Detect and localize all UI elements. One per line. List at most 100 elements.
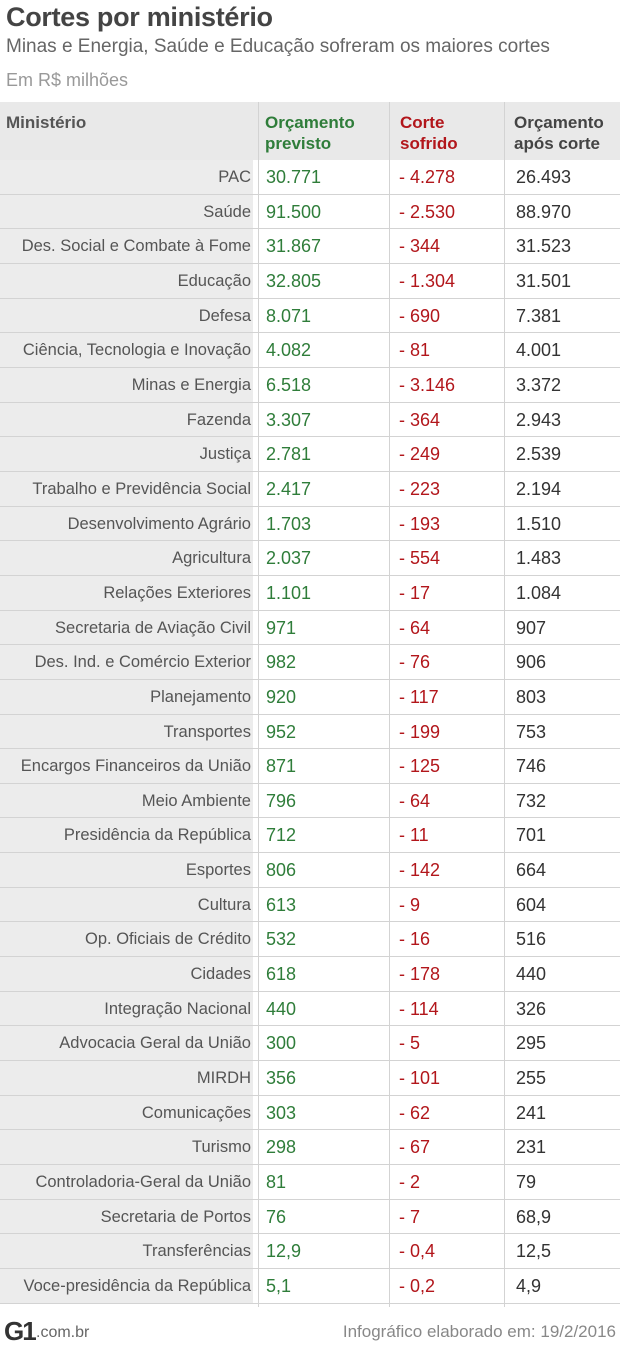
cell-orcamento-previsto: 712 [266, 825, 297, 846]
cell-corte-sofrido: - 142 [399, 860, 441, 881]
g1-logo: G1 [4, 1316, 37, 1346]
cell-ministerio: Presidência da República [0, 818, 253, 853]
cell-ministerio: Turismo [0, 1130, 253, 1165]
cell-orcamento-apos-corte: 2.943 [516, 409, 562, 430]
cell-corte-sofrido: - 199 [399, 721, 441, 742]
cell-orcamento-previsto: 920 [266, 686, 297, 707]
cell-ministerio: Defesa [0, 298, 253, 333]
cell-orcamento-previsto: 440 [266, 998, 297, 1019]
table-row: Minas e Energia 6.518 - 3.146 3.372 [0, 367, 620, 403]
cell-ministerio: Transportes [0, 714, 253, 749]
cell-corte-sofrido: - 193 [399, 513, 441, 534]
cell-orcamento-apos-corte: 7.381 [516, 305, 562, 326]
cell-orcamento-apos-corte: 1.510 [516, 513, 562, 534]
header-previsto-line-2: previsto [265, 134, 332, 153]
cell-corte-sofrido: - 16 [399, 929, 431, 950]
cell-corte-sofrido: - 76 [399, 652, 431, 673]
cell-ministerio: Agricultura [0, 541, 253, 575]
table-row: MIRDH 356 - 101 255 [0, 1061, 620, 1096]
table-row: Op. Oficiais de Crédito 532 - 16 516 [0, 922, 620, 958]
cell-corte-sofrido: - 101 [399, 1068, 441, 1089]
cell-orcamento-apos-corte: 1.084 [516, 582, 562, 603]
cell-orcamento-apos-corte: 31.501 [516, 270, 572, 291]
cell-ministerio: Controladoria-Geral da União [0, 1165, 253, 1199]
cell-orcamento-apos-corte: 4,9 [516, 1276, 542, 1296]
cell-orcamento-apos-corte: 440 [516, 964, 547, 985]
cell-orcamento-apos-corte: 701 [516, 825, 547, 846]
table-row: Ciência, Tecnologia e Inovação 4.082 - 81 4… [0, 333, 620, 368]
cell-orcamento-apos-corte: 231 [516, 1137, 547, 1158]
cell-ministerio: Fazenda [0, 402, 253, 437]
cell-corte-sofrido: - 114 [399, 998, 439, 1019]
cell-corte-sofrido: - 2 [399, 1172, 421, 1193]
cell-ministerio: Transferências [0, 1234, 253, 1268]
cell-ministerio: Planejamento [0, 679, 253, 714]
cell-ministerio: Encargos Financeiros da União [0, 749, 253, 783]
cell-ministerio: Desenvolvimento Agrário [0, 506, 253, 541]
table-row: Cidades 618 - 178 440 [0, 957, 620, 992]
cell-orcamento-apos-corte: 753 [516, 721, 547, 742]
cell-orcamento-previsto: 971 [266, 617, 297, 638]
table-row: Transportes 952 - 199 753 [0, 714, 620, 750]
table-row: Encargos Financeiros da União 871 - 125 746 [0, 749, 620, 784]
header-orcamento-previsto: Orçamento previsto [265, 112, 355, 154]
footer: G1 .com.br Infográfico elaborado em: 19/… [0, 1314, 620, 1352]
header-corte-line-2: sofrido [400, 134, 458, 153]
cell-orcamento-previsto: 2.417 [266, 478, 312, 499]
table-body: PAC 30.771 - 4.278 26.493 Saúde 91.500 - 2.530… [0, 160, 620, 1304]
cell-corte-sofrido: - 64 [399, 790, 431, 811]
cell-orcamento-apos-corte: 4.001 [516, 340, 562, 361]
cell-orcamento-apos-corte: 326 [516, 998, 547, 1019]
cell-corte-sofrido: - 9 [399, 894, 421, 915]
header-corte-line-1: Corte [400, 113, 445, 132]
header-previsto-line-1: Orçamento [265, 113, 355, 132]
cell-orcamento-previsto: 952 [266, 721, 297, 742]
cell-orcamento-apos-corte: 241 [516, 1102, 547, 1123]
cell-orcamento-previsto: 613 [266, 894, 297, 915]
cell-orcamento-previsto: 1.101 [266, 582, 312, 603]
cell-ministerio: Trabalho e Previdência Social [0, 471, 253, 506]
cell-corte-sofrido: - 125 [399, 756, 441, 777]
cell-orcamento-previsto: 2.781 [266, 444, 312, 465]
table-row: Secretaria de Portos 76 - 7 68,9 [0, 1199, 620, 1235]
page-title: Cortes por ministério [6, 2, 273, 32]
table-row: Saúde 91.500 - 2.530 88.970 [0, 194, 620, 230]
cell-corte-sofrido: - 249 [399, 444, 441, 465]
cell-orcamento-previsto: 81 [266, 1172, 287, 1193]
cell-ministerio: Educação [0, 263, 253, 298]
table-row: Voce-presidência da República 5,1 - 0,2 4,9 [0, 1269, 620, 1304]
cell-ministerio: MIRDH [0, 1061, 253, 1095]
cell-ministerio: Ciência, Tecnologia e Inovação [0, 333, 253, 367]
cell-ministerio: Des. Ind. e Comércio Exterior [0, 645, 253, 679]
cell-orcamento-previsto: 303 [266, 1102, 297, 1123]
header-apos-line-2: após corte [514, 134, 600, 153]
cell-ministerio: PAC [0, 160, 253, 194]
cell-ministerio: Advocacia Geral da União [0, 1026, 253, 1061]
cell-orcamento-previsto: 8.071 [266, 305, 312, 326]
cell-corte-sofrido: - 62 [399, 1102, 431, 1123]
table-row: Turismo 298 - 67 231 [0, 1130, 620, 1166]
table-row: Esportes 806 - 142 664 [0, 853, 620, 888]
cell-orcamento-previsto: 30.771 [266, 167, 322, 187]
cell-orcamento-apos-corte: 79 [516, 1172, 537, 1193]
header-ministerio-line: Ministério [6, 113, 87, 132]
cell-corte-sofrido: - 5 [399, 1033, 421, 1054]
cell-orcamento-previsto: 982 [266, 652, 297, 673]
cell-orcamento-apos-corte: 26.493 [516, 167, 572, 187]
cell-corte-sofrido: - 81 [399, 340, 431, 361]
column-divider [389, 102, 390, 1307]
cell-orcamento-previsto: 12,9 [266, 1241, 302, 1262]
cell-orcamento-apos-corte: 664 [516, 860, 547, 881]
table-row: Des. Social e Combate à Fome 31.867 - 344 3… [0, 229, 620, 264]
logo-domain: .com.br [36, 1324, 90, 1341]
column-divider [504, 102, 505, 1307]
cell-ministerio: Cultura [0, 887, 253, 922]
cell-orcamento-previsto: 6.518 [266, 374, 312, 395]
cell-orcamento-apos-corte: 88.970 [516, 201, 572, 222]
cell-corte-sofrido: - 364 [399, 409, 441, 430]
cell-orcamento-previsto: 2.037 [266, 548, 312, 569]
cell-ministerio: Esportes [0, 853, 253, 887]
budget-cuts-table: Ministério Orçamento previsto Corte sofr… [0, 102, 620, 1304]
cell-orcamento-apos-corte: 295 [516, 1033, 547, 1054]
cell-ministerio: Voce-presidência da República [0, 1269, 253, 1303]
